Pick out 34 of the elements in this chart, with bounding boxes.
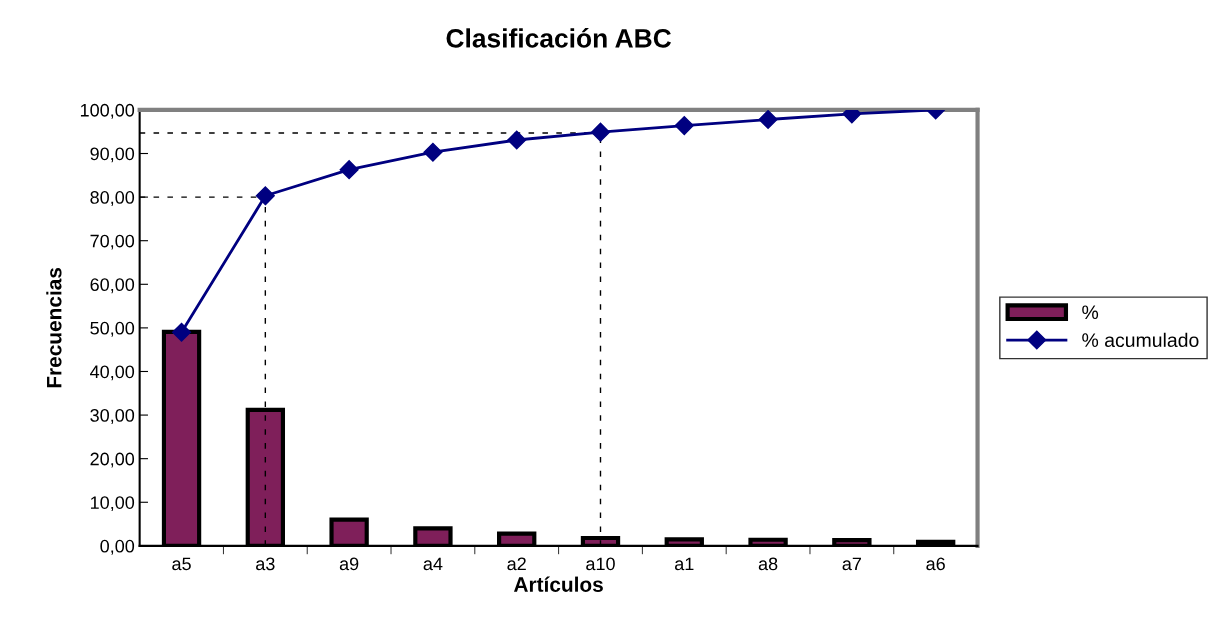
chart-title: Clasificación ABC — [446, 28, 672, 48]
x-tick-label: a1 — [675, 557, 694, 571]
y-tick-label: 90,00 — [90, 147, 135, 163]
x-tick-label: a8 — [758, 557, 778, 571]
legend-label: % — [1082, 305, 1099, 320]
y-tick-label: 0,00 — [100, 539, 135, 555]
point — [255, 186, 275, 206]
x-tick-label: a4 — [423, 557, 443, 571]
legend-label: % acumulado — [1082, 332, 1199, 348]
y-tick-label: 80,00 — [90, 191, 135, 206]
y-axis-title: Frecuencias — [46, 267, 62, 388]
point — [507, 130, 527, 150]
x-tick-label: a3 — [256, 557, 275, 571]
x-tick-label: a2 — [507, 557, 526, 571]
x-tick-label: a7 — [842, 557, 861, 571]
y-tick-label: 30,00 — [90, 409, 135, 424]
y-tick-label: 70,00 — [90, 234, 135, 250]
point — [423, 142, 443, 162]
x-tick-label: a10 — [586, 557, 615, 571]
y-tick-label: 40,00 — [90, 365, 135, 381]
y-tick-label: 20,00 — [90, 452, 135, 468]
x-tick-label: a5 — [172, 557, 191, 571]
point — [674, 116, 694, 136]
x-tick-label: a6 — [926, 557, 945, 571]
x-axis-title: Artículos — [513, 576, 603, 592]
point — [590, 122, 611, 142]
y-tick-label: 100,00 — [80, 103, 135, 119]
point — [172, 322, 192, 342]
y-tick-label: 10,00 — [90, 496, 135, 512]
point — [758, 109, 778, 130]
point — [339, 160, 359, 180]
x-tick-label: a9 — [339, 557, 359, 571]
y-tick-label: 60,00 — [90, 278, 135, 294]
y-tick-label: 50,00 — [90, 321, 135, 337]
